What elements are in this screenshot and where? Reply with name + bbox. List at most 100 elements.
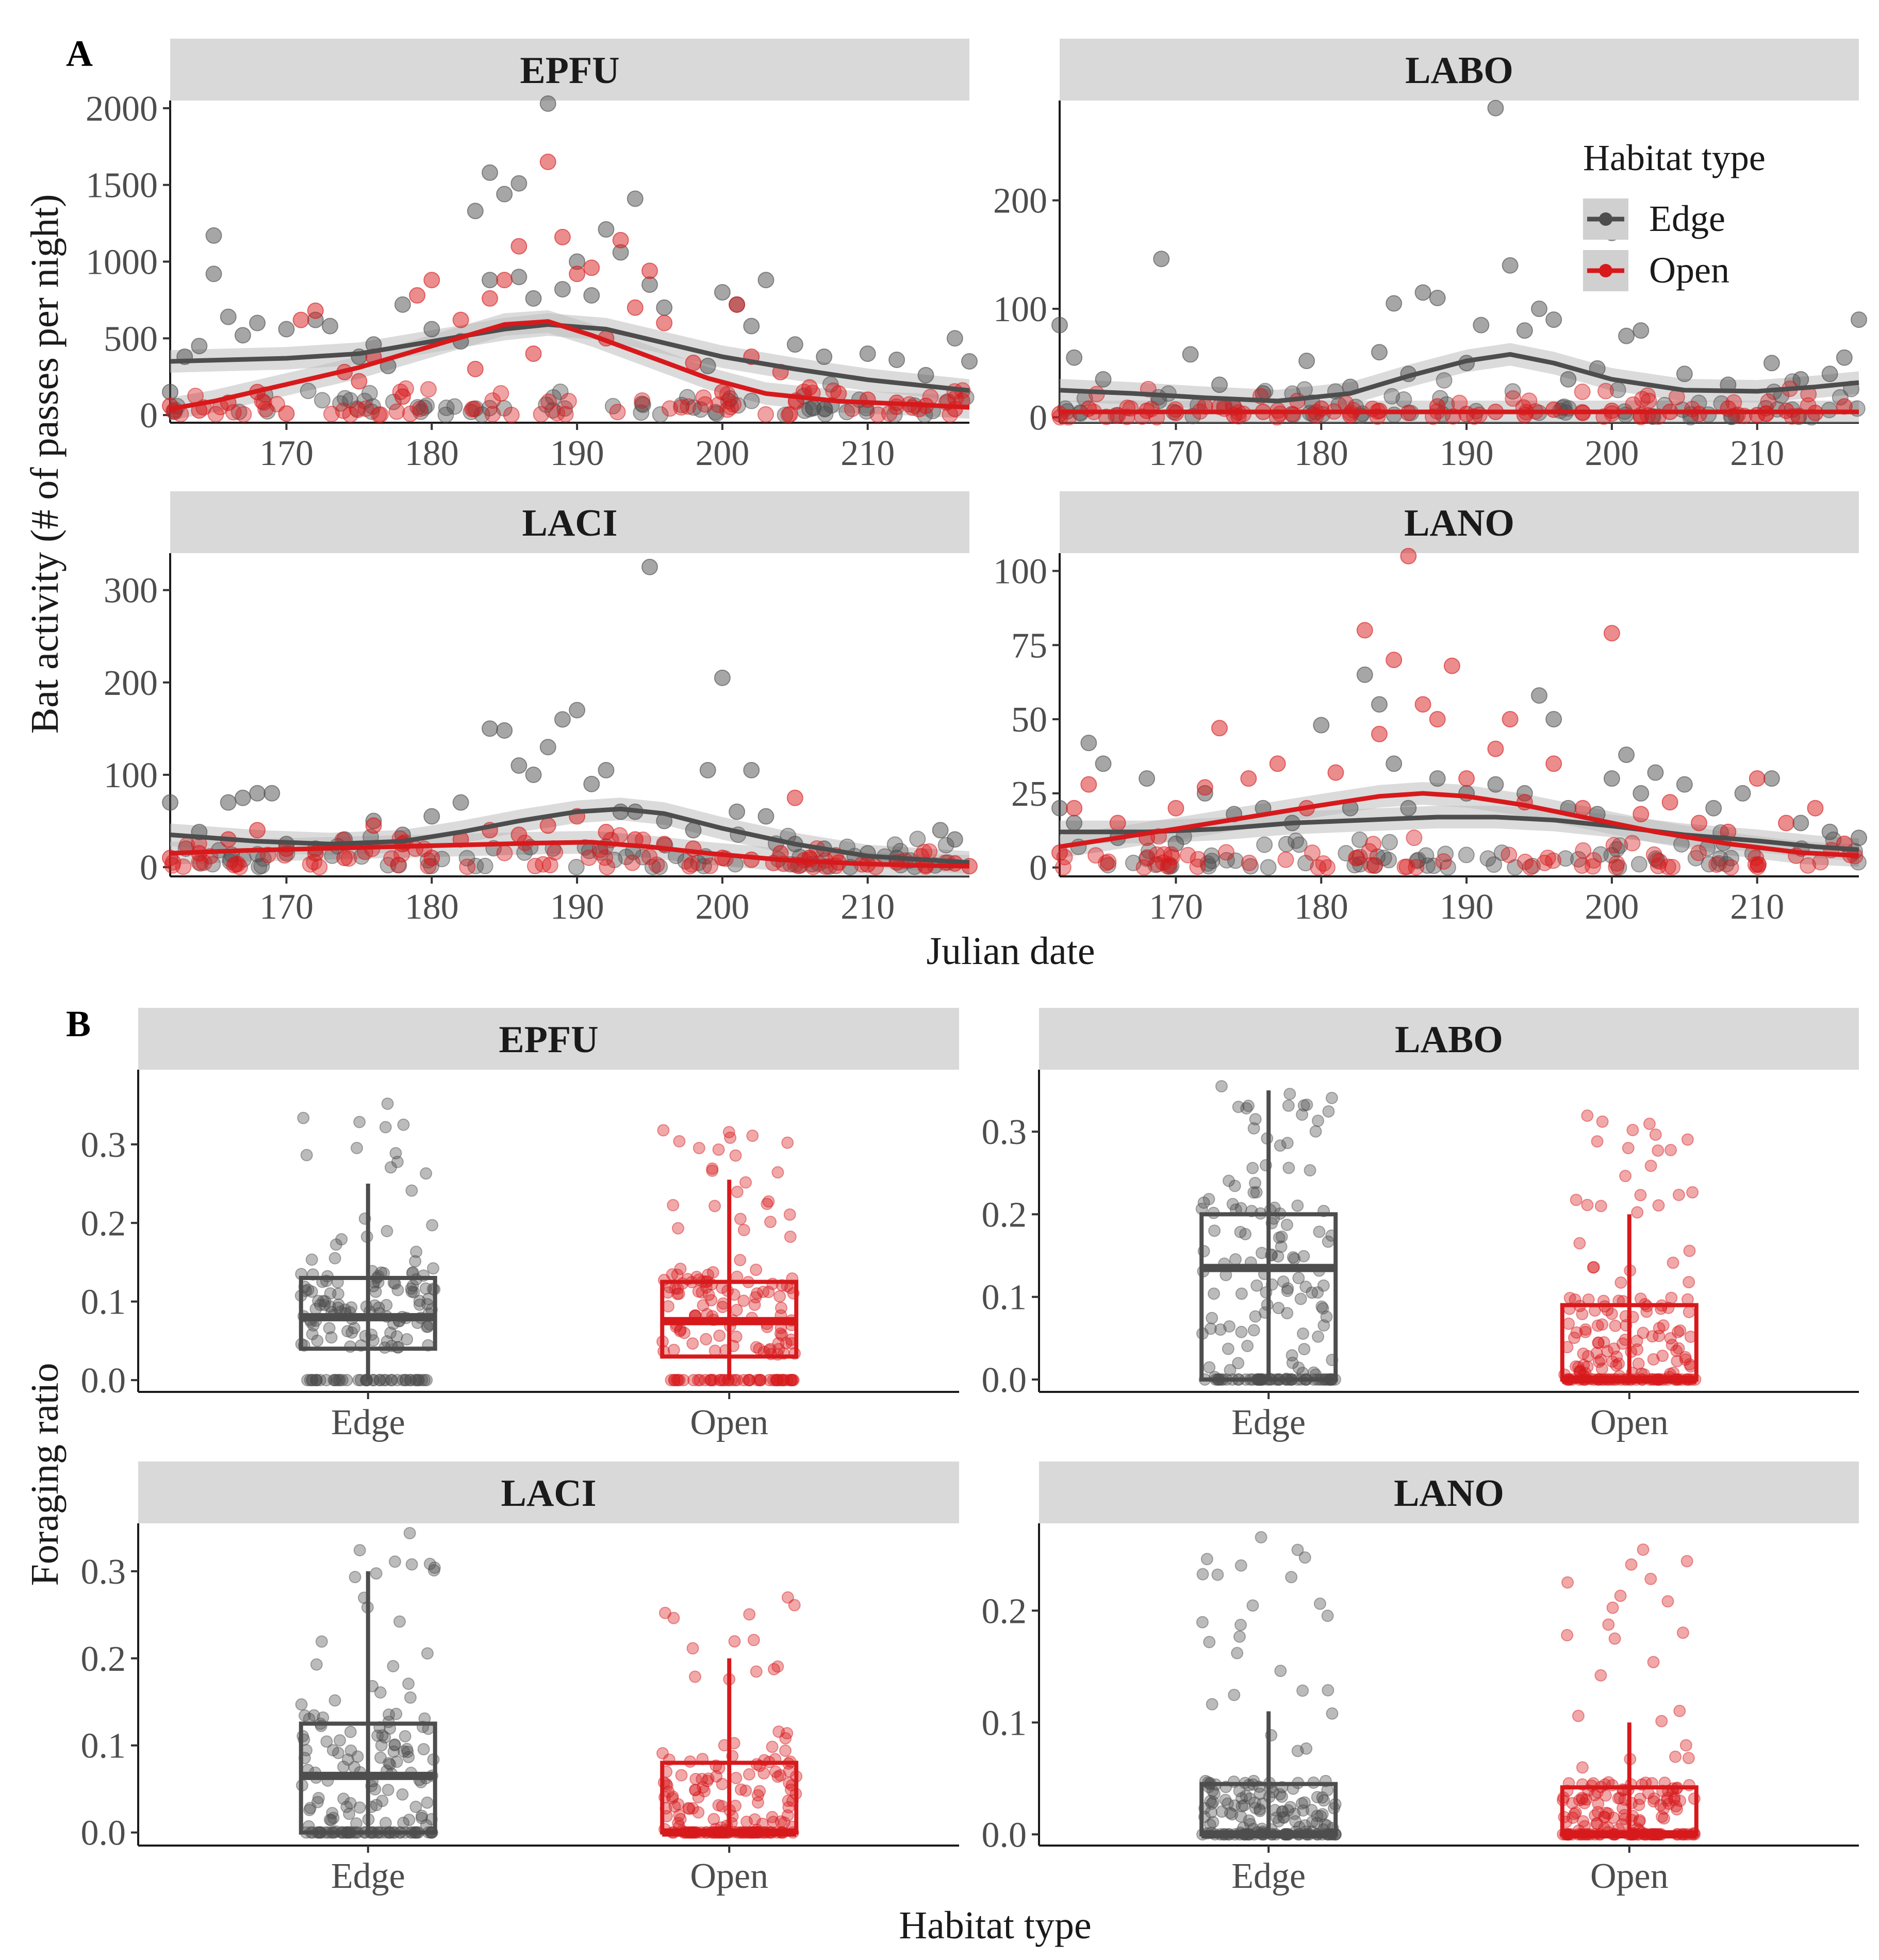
foraging-laci-open-jitter-point — [779, 1744, 792, 1757]
activity-epfu-edge-point — [946, 330, 963, 347]
foraging-labo-y-tick-label: 0.0 — [982, 1360, 1027, 1400]
foraging-epfu-open-jitter-point — [687, 1374, 700, 1387]
foraging-labo-open-jitter-point — [1626, 1124, 1639, 1137]
foraging-epfu-edge-jitter-point — [420, 1374, 433, 1387]
foraging-epfu-open-jitter-point — [751, 1374, 764, 1387]
foraging-labo-edge-jitter-point — [1296, 1108, 1309, 1121]
foraging-epfu-edge-jitter-point — [341, 1325, 354, 1338]
foraging-labo-edge-jitter-point — [1291, 1199, 1304, 1212]
foraging-labo-edge-jitter-point — [1228, 1180, 1241, 1192]
activity-lano-edge-smooth-line — [1060, 815, 1859, 852]
foraging-labo-edge-jitter-point — [1208, 1224, 1221, 1237]
foraging-epfu-panel: EPFU 0.0 0.1 0.2 0.3 Edge Open — [81, 1008, 959, 1442]
foraging-laci-open-jitter-point — [781, 1591, 794, 1604]
foraging-labo-open-jitter-point — [1597, 1336, 1610, 1349]
activity-epfu-edge-point — [482, 272, 498, 289]
activity-laci-edge-point — [162, 794, 178, 811]
activity-lano-open-point — [1664, 858, 1681, 875]
activity-lano-edge-point — [1687, 850, 1704, 867]
foraging-labo-open-jitter-point — [1683, 1306, 1695, 1319]
foraging-laci-open-jitter-point — [778, 1816, 790, 1829]
foraging-epfu-open-jitter-point — [673, 1135, 686, 1148]
foraging-labo-open-jitter-point — [1595, 1363, 1608, 1375]
activity-lano-open-point — [1435, 853, 1452, 870]
activity-labo-x-tick-label: 190 — [1440, 434, 1494, 473]
foraging-labo-open-jitter-point — [1596, 1115, 1609, 1128]
activity-labo-open-point — [1574, 384, 1591, 401]
foraging-labo-edge-jitter-point — [1316, 1302, 1329, 1315]
foraging-epfu-edge-jitter-point — [397, 1374, 409, 1387]
activity-laci-open-point — [496, 844, 513, 861]
foraging-laci-edge-jitter-point — [379, 1817, 392, 1830]
activity-labo-edge-point — [1545, 311, 1562, 328]
activity-epfu-edge-point — [801, 401, 818, 418]
activity-laci-edge-point — [598, 761, 615, 778]
foraging-laci-edge-jitter-point — [310, 1658, 323, 1671]
foraging-epfu-open-jitter-point — [739, 1176, 752, 1189]
foraging-epfu-edge-jitter-point — [373, 1374, 386, 1387]
activity-epfu-open-point — [510, 238, 528, 255]
foraging-epfu-open-jitter-point — [775, 1302, 788, 1315]
activity-epfu-edge-point — [234, 327, 251, 344]
foraging-epfu-open-jitter-point — [713, 1374, 726, 1387]
foraging-epfu-open-jitter-point — [777, 1374, 789, 1387]
foraging-epfu-edge-jitter-point — [304, 1374, 317, 1387]
activity-laci-edge-point — [729, 803, 746, 820]
activity-epfu-edge-point — [743, 318, 760, 335]
activity-laci-open-point — [195, 854, 212, 871]
foraging-labo-y-tick-label: 0.3 — [982, 1112, 1027, 1152]
foraging-epfu-open-jitter-point — [772, 1337, 785, 1350]
activity-laci-y-tick-label: 200 — [104, 663, 158, 703]
foraging-epfu-edge-jitter-point — [352, 1374, 365, 1387]
activity-laci-edge-point — [634, 849, 651, 866]
activity-labo-edge-point — [1502, 257, 1519, 274]
activity-lano-edge-point — [1313, 717, 1330, 734]
foraging-epfu-edge-jitter-point — [385, 1374, 398, 1387]
activity-laci-edge-point — [249, 785, 266, 802]
foraging-laci-edge-jitter-point — [388, 1738, 401, 1751]
activity-epfu-open-point — [349, 402, 366, 419]
activity-lano-open-confidence-band — [1060, 782, 1859, 867]
activity-lano-open-point — [1458, 770, 1475, 787]
activity-laci-edge-point — [932, 822, 949, 839]
activity-lano-open-point — [1800, 857, 1817, 874]
activity-epfu-open-point — [420, 381, 437, 398]
foraging-epfu-open-jitter-point — [696, 1286, 708, 1299]
activity-labo-open-point — [1597, 383, 1614, 400]
activity-epfu-edge-point — [205, 227, 222, 244]
foraging-epfu-y-tick-label: 0.0 — [81, 1361, 126, 1401]
activity-epfu-open-point — [554, 228, 571, 245]
foraging-laci-open-jitter-point — [666, 1790, 679, 1803]
foraging-labo-edge-jitter-point — [1204, 1322, 1217, 1335]
foraging-labo-open-jitter-point — [1664, 1143, 1677, 1156]
foraging-lano-edge-jitter-point — [1253, 1803, 1266, 1816]
foraging-lano-edge-jitter-point — [1311, 1809, 1324, 1822]
foraging-laci-open-jitter-point — [668, 1800, 681, 1813]
activity-laci-open-point — [702, 857, 719, 874]
activity-lano-edge-point — [1351, 831, 1368, 848]
activity-epfu-open-point — [825, 382, 842, 399]
foraging-labo-open-jitter-point — [1671, 1355, 1684, 1368]
foraging-labo-edge-jitter-point — [1277, 1275, 1290, 1288]
activity-laci-open-point — [786, 789, 803, 806]
activity-lano-strip — [1060, 491, 1859, 553]
foraging-labo-open-jitter-point — [1592, 1355, 1605, 1368]
activity-epfu-edge-point — [656, 299, 673, 316]
foraging-epfu-open-jitter-point — [774, 1374, 787, 1387]
foraging-labo-edge-jitter-point — [1297, 1099, 1310, 1112]
activity-laci-x-tick-label: 210 — [840, 887, 895, 927]
activity-lano-open-point — [1605, 837, 1622, 854]
foraging-lano-edge-jitter-point — [1246, 1599, 1259, 1612]
foraging-lano-strip-title: LANO — [1394, 1472, 1504, 1515]
foraging-laci-open-jitter-point — [712, 1799, 725, 1812]
foraging-epfu-open-jitter-point — [677, 1374, 690, 1387]
activity-epfu-edge-point — [336, 390, 353, 407]
activity-laci-edge-point — [554, 711, 571, 728]
activity-epfu-open-point — [627, 299, 644, 316]
foraging-laci-edge-jitter-point — [423, 1557, 436, 1570]
activity-epfu-edge-point — [699, 357, 716, 374]
activity-epfu-edge-point — [496, 186, 513, 203]
activity-epfu-edge-smooth-line — [170, 322, 970, 393]
activity-lano-open-point — [1406, 829, 1423, 846]
activity-laci-edge-point — [685, 822, 702, 839]
